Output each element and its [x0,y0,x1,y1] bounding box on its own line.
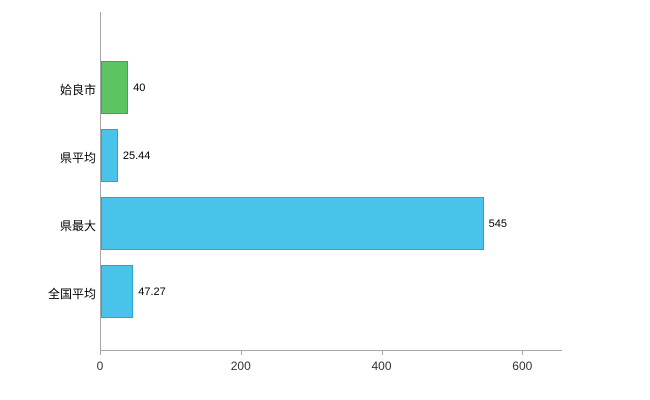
bar-全国平均 [101,265,134,318]
x-tick-mark [100,351,101,355]
x-tick-mark [240,351,242,355]
bar-県最大 [101,197,484,250]
x-tick-label: 200 [230,359,251,373]
x-tick-label: 600 [512,359,533,373]
category-label: 全国平均 [47,286,96,301]
value-label: 25.44 [122,149,151,162]
value-label: 40 [133,81,146,94]
x-tick-label: 0 [96,359,104,373]
x-tick-label: 400 [371,359,392,373]
x-tick-mark [381,351,383,355]
category-label: 姶良市 [59,82,96,97]
category-label: 県最大 [59,218,96,233]
category-label: 県平均 [59,150,96,165]
x-tick-mark [522,351,524,355]
x-axis-line [100,350,562,351]
bar-姶良市 [101,61,129,114]
y-axis-line [100,12,101,351]
value-label: 545 [488,217,507,230]
value-label: 47.27 [138,285,166,298]
bar-県平均 [101,129,118,182]
